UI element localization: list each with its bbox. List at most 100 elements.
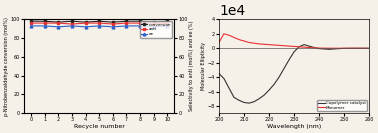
Monomer	[297, 46, 301, 48]
Copolymer catalyst	[332, 48, 336, 50]
ee	[56, 26, 60, 28]
Line: anti: anti	[29, 22, 169, 25]
Monomer	[257, 43, 261, 45]
Monomer	[352, 47, 356, 49]
Monomer	[222, 33, 226, 35]
Copolymer catalyst	[232, 97, 236, 98]
Copolymer catalyst	[242, 102, 246, 103]
anti	[138, 22, 143, 24]
Copolymer catalyst	[277, 76, 281, 78]
Y-axis label: Selectivity to anti (mol%) and ee (%): Selectivity to anti (mol%) and ee (%)	[189, 21, 194, 111]
Monomer	[322, 47, 326, 49]
Copolymer catalyst	[282, 68, 286, 69]
anti	[42, 22, 47, 24]
anti	[97, 22, 101, 24]
anti	[152, 23, 156, 25]
Monomer	[217, 42, 221, 43]
Monomer	[327, 47, 332, 49]
conversion	[56, 21, 60, 23]
Copolymer catalyst	[352, 47, 356, 49]
Copolymer catalyst	[262, 94, 266, 96]
anti	[29, 22, 33, 24]
Monomer	[287, 45, 291, 47]
Monomer	[317, 47, 321, 49]
Copolymer catalyst	[342, 48, 346, 49]
ee	[97, 25, 101, 27]
Monomer	[247, 42, 251, 43]
Monomer	[282, 45, 286, 47]
Copolymer catalyst	[257, 98, 261, 100]
X-axis label: Recycle number: Recycle number	[74, 124, 125, 129]
anti	[111, 23, 115, 25]
Monomer	[227, 34, 231, 36]
ee	[165, 25, 170, 27]
anti	[56, 22, 60, 24]
Copolymer catalyst	[287, 59, 291, 61]
Copolymer catalyst	[237, 99, 241, 101]
Monomer	[292, 46, 296, 47]
Monomer	[267, 44, 271, 45]
Copolymer catalyst	[272, 84, 276, 85]
ee	[42, 25, 47, 27]
Copolymer catalyst	[297, 46, 301, 48]
conversion	[97, 20, 101, 22]
Legend: Copolymer catalyst, Monomer: Copolymer catalyst, Monomer	[317, 100, 367, 111]
ee	[29, 25, 33, 27]
Monomer	[252, 42, 256, 44]
Copolymer catalyst	[252, 101, 256, 103]
anti	[165, 22, 170, 24]
conversion	[70, 20, 74, 22]
conversion	[83, 21, 88, 23]
Copolymer catalyst	[357, 47, 361, 49]
Y-axis label: Molecular Ellipticity: Molecular Ellipticity	[201, 42, 206, 90]
conversion	[111, 21, 115, 23]
Copolymer catalyst	[222, 78, 226, 79]
Line: ee: ee	[29, 24, 169, 28]
conversion	[152, 21, 156, 23]
Monomer	[302, 46, 306, 48]
Monomer	[342, 47, 346, 49]
Copolymer catalyst	[327, 49, 332, 50]
Monomer	[242, 40, 246, 42]
conversion	[29, 20, 33, 22]
conversion	[124, 20, 129, 22]
Legend: conversion, anti, ee: conversion, anti, ee	[140, 21, 172, 38]
conversion	[165, 20, 170, 22]
Monomer	[337, 47, 341, 49]
ee	[70, 25, 74, 27]
ee	[124, 25, 129, 27]
Copolymer catalyst	[347, 47, 352, 49]
Line: Monomer: Monomer	[219, 34, 369, 48]
Y-axis label: p-Nitrobenzaldehyde conversion (mol%): p-Nitrobenzaldehyde conversion (mol%)	[4, 17, 9, 116]
Copolymer catalyst	[217, 73, 221, 74]
Copolymer catalyst	[337, 48, 341, 49]
Copolymer catalyst	[227, 87, 231, 89]
ee	[138, 25, 143, 27]
Copolymer catalyst	[362, 47, 366, 49]
Monomer	[367, 48, 372, 49]
Line: Copolymer catalyst: Copolymer catalyst	[219, 45, 369, 103]
anti	[124, 22, 129, 24]
Copolymer catalyst	[267, 89, 271, 91]
Copolymer catalyst	[302, 44, 306, 45]
Monomer	[357, 47, 361, 49]
Monomer	[262, 43, 266, 45]
Copolymer catalyst	[317, 48, 321, 49]
Copolymer catalyst	[322, 48, 326, 50]
ee	[152, 26, 156, 28]
Monomer	[332, 47, 336, 49]
Monomer	[232, 37, 236, 38]
Monomer	[237, 39, 241, 40]
ee	[83, 26, 88, 28]
Monomer	[362, 47, 366, 49]
ee	[111, 26, 115, 28]
conversion	[42, 20, 47, 22]
anti	[83, 22, 88, 24]
anti	[70, 23, 74, 25]
Copolymer catalyst	[247, 102, 251, 104]
Monomer	[312, 47, 316, 49]
Monomer	[272, 44, 276, 46]
Monomer	[307, 47, 311, 48]
X-axis label: Wavelength (nm): Wavelength (nm)	[267, 124, 321, 129]
Copolymer catalyst	[292, 51, 296, 53]
